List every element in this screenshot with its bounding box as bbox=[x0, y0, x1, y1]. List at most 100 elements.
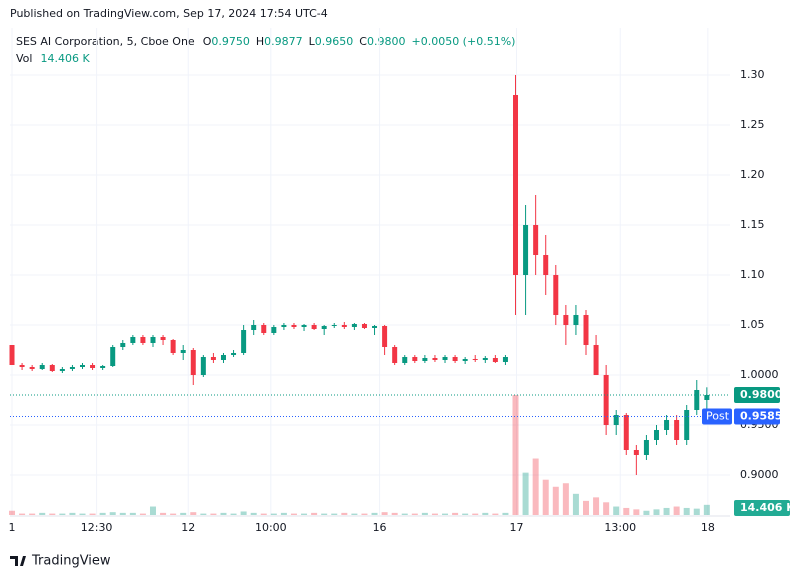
candle-body bbox=[563, 315, 569, 325]
volume-bar bbox=[240, 511, 247, 515]
volume-bar bbox=[180, 512, 187, 515]
volume-bar bbox=[693, 508, 700, 515]
candle-body bbox=[90, 365, 96, 368]
candle-body bbox=[150, 337, 156, 343]
candle-body bbox=[533, 225, 539, 255]
volume-legend: Vol 14.406 K bbox=[16, 52, 90, 65]
candle-body bbox=[170, 340, 176, 353]
volume-bar bbox=[129, 512, 136, 515]
x-tick-label: 13:00 bbox=[604, 521, 636, 534]
volume-bar bbox=[139, 513, 146, 515]
candle-body bbox=[241, 330, 247, 353]
volume-bar bbox=[683, 507, 690, 515]
candle-body bbox=[543, 255, 549, 275]
candle-body bbox=[412, 357, 418, 361]
y-tick-label: 1.15 bbox=[740, 218, 765, 231]
post-price-badge bbox=[734, 408, 780, 425]
volume-bar bbox=[462, 513, 469, 515]
post-price-label: 0.9585 bbox=[740, 410, 782, 423]
candle-body bbox=[573, 315, 579, 325]
candle-body bbox=[301, 325, 307, 327]
candle-body bbox=[623, 415, 629, 450]
candle-body bbox=[553, 275, 559, 315]
volume-bar bbox=[119, 512, 126, 515]
candle-body bbox=[200, 357, 206, 375]
volume-bar bbox=[290, 513, 297, 515]
candle-body bbox=[392, 347, 398, 363]
candle-body bbox=[210, 357, 216, 360]
symbol-legend: SES AI Corporation, 5, Cboe One O0.9750 H0… bbox=[16, 35, 515, 48]
symbol: SES AI Corporation, 5, Cboe One bbox=[16, 35, 195, 48]
volume-bar bbox=[170, 513, 177, 515]
volume-bar bbox=[673, 506, 680, 515]
candle-body bbox=[382, 326, 388, 347]
candle-body bbox=[321, 326, 327, 329]
plot-area bbox=[9, 28, 730, 515]
volume-bar bbox=[49, 513, 56, 515]
volume-bar bbox=[210, 513, 217, 515]
volume-bar bbox=[321, 513, 328, 515]
volume-bar bbox=[361, 513, 368, 515]
candle-body bbox=[653, 430, 659, 440]
volume-bar bbox=[452, 512, 459, 515]
footer-logo bbox=[10, 556, 26, 566]
x-tick-label: 10:00 bbox=[255, 521, 287, 534]
candle-body bbox=[513, 95, 519, 275]
last-price-label: 0.9800 bbox=[740, 388, 783, 401]
candle-body bbox=[9, 345, 15, 365]
candle-body bbox=[220, 355, 226, 360]
volume-bar bbox=[421, 512, 428, 515]
candle-body bbox=[502, 357, 508, 362]
volume-bar bbox=[149, 506, 156, 515]
candle-body bbox=[271, 327, 277, 333]
candle-body bbox=[110, 347, 116, 366]
change: +0.0050 (+0.51%) bbox=[411, 35, 515, 48]
l-label: L bbox=[309, 35, 316, 48]
volume-bar bbox=[703, 504, 710, 515]
candle-body bbox=[523, 225, 529, 275]
candle-body bbox=[684, 410, 690, 440]
candle-body bbox=[674, 420, 680, 440]
candle-body bbox=[291, 325, 297, 327]
volume-bar bbox=[19, 513, 26, 515]
candle-body bbox=[432, 358, 438, 360]
volume-bar bbox=[280, 512, 287, 515]
candle-body bbox=[331, 325, 337, 326]
candle-body bbox=[694, 390, 700, 410]
close: 0.9800 bbox=[367, 35, 406, 48]
volume-bar bbox=[160, 512, 167, 515]
candle-body bbox=[140, 337, 146, 343]
candle-body bbox=[492, 358, 498, 362]
volume-bar bbox=[200, 513, 207, 515]
candle-body bbox=[472, 359, 478, 360]
candle-body bbox=[190, 350, 196, 375]
volume-bar bbox=[633, 509, 640, 515]
volume-bar bbox=[401, 513, 408, 515]
candle-body bbox=[80, 365, 86, 367]
volume-bar bbox=[411, 513, 418, 515]
volume-bar bbox=[512, 395, 519, 515]
candle-body bbox=[130, 337, 136, 343]
candle-body bbox=[49, 365, 55, 371]
candle-body bbox=[361, 324, 367, 328]
volume-bar bbox=[99, 512, 106, 515]
volume-bar bbox=[301, 513, 308, 515]
candle-body bbox=[704, 395, 710, 400]
y-tick-label: 1.10 bbox=[740, 268, 765, 281]
candle-body bbox=[281, 325, 287, 327]
x-tick-label: 18 bbox=[701, 521, 715, 534]
volume-bar bbox=[522, 472, 529, 515]
x-tick-label: 17 bbox=[510, 521, 524, 534]
candle-body bbox=[341, 325, 347, 327]
volume-bar bbox=[39, 512, 46, 515]
volume-bar bbox=[371, 512, 378, 515]
published-line: Published on TradingView.com, Sep 17, 20… bbox=[10, 7, 328, 20]
candle-body bbox=[180, 350, 186, 353]
post-tag bbox=[702, 408, 732, 425]
candle-body bbox=[583, 315, 589, 345]
y-tick-label: 0.9000 bbox=[740, 468, 779, 481]
volume-bar bbox=[593, 497, 600, 515]
volume-bar bbox=[442, 513, 449, 515]
volume-badge bbox=[734, 500, 790, 516]
